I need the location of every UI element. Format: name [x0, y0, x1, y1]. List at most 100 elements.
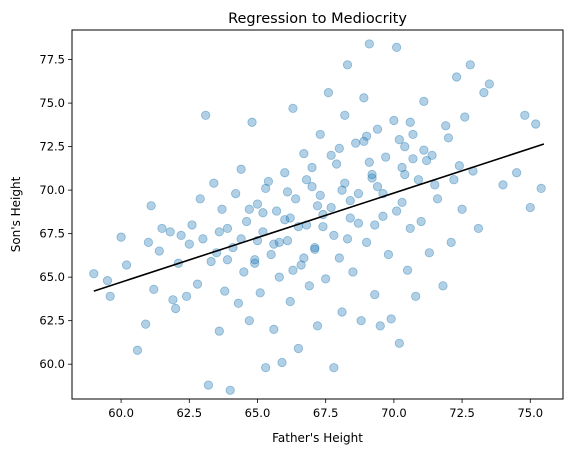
x-axis: 60.0 62.5 65.0 67.5 70.0 72.5 75.0	[108, 399, 543, 420]
scatter-point	[269, 324, 279, 334]
scatter-point	[241, 216, 252, 227]
scatter-point	[405, 223, 415, 234]
scatter-point	[271, 206, 282, 216]
scatter-point	[312, 201, 323, 211]
scatter-point	[214, 227, 224, 237]
scatter-point	[89, 269, 99, 279]
scatter-point	[364, 157, 374, 167]
y-axis-label: Son's Height	[9, 176, 23, 252]
scatter-point	[452, 72, 462, 82]
scatter-point	[141, 319, 151, 329]
scatter-point	[345, 195, 355, 206]
scatter-point	[430, 180, 440, 190]
scatter-point	[217, 204, 227, 214]
x-tick-label: 72.5	[449, 406, 475, 420]
scatter-point	[291, 194, 301, 204]
scatter-point	[432, 194, 443, 204]
scatter-point	[329, 230, 339, 240]
scatter-point	[195, 194, 205, 204]
scatter-point	[460, 112, 470, 122]
scatter-point	[220, 286, 230, 296]
scatter-point	[329, 363, 339, 373]
scatter-point	[342, 234, 353, 244]
scatter-point	[331, 159, 342, 169]
scatter-point	[143, 237, 153, 247]
scatter-point	[370, 289, 380, 300]
scatter-point	[261, 363, 271, 373]
scatter-point	[340, 110, 350, 120]
scatter-point	[457, 204, 467, 214]
scatter-point	[443, 133, 454, 143]
scatter-point	[154, 246, 164, 256]
scatter-point	[520, 110, 530, 120]
scatter-point	[184, 239, 194, 249]
scatter-point	[411, 291, 421, 301]
scatter-point	[102, 276, 113, 286]
scatter-point	[427, 150, 437, 160]
scatter-point	[342, 60, 353, 70]
scatter-point	[367, 169, 377, 180]
scatter-point	[132, 345, 143, 355]
y-tick-label: 77.5	[39, 53, 65, 67]
scatter-point	[337, 307, 347, 317]
y-tick-label: 70.0	[39, 183, 65, 197]
scatter-point	[244, 204, 254, 214]
regression-line	[93, 143, 545, 292]
scatter-point	[280, 215, 290, 225]
scatter-point	[348, 267, 358, 277]
scatter-point	[389, 115, 399, 126]
scatter-point	[225, 385, 235, 395]
scatter-point	[266, 249, 276, 260]
scatter-point	[405, 117, 415, 127]
scatter-point	[326, 150, 336, 160]
y-tick-label: 75.0	[39, 96, 65, 110]
scatter-point	[408, 129, 418, 140]
scatter-point	[531, 119, 541, 129]
scatter-point	[372, 182, 383, 192]
scatter-point	[247, 117, 257, 127]
scatter-point	[381, 152, 391, 162]
scatter-point	[400, 142, 410, 152]
scatter-point	[394, 338, 404, 348]
scatter-point	[146, 201, 156, 211]
scatter-point	[176, 230, 186, 240]
y-tick-label: 60.0	[39, 357, 65, 371]
scatter-point	[280, 168, 290, 178]
scatter-point	[310, 244, 320, 254]
scatter-point	[149, 284, 159, 294]
scatter-point	[424, 248, 434, 258]
x-tick-label: 67.5	[313, 406, 339, 420]
scatter-point	[351, 138, 361, 148]
scatter-point	[203, 380, 213, 390]
scatter-point	[307, 162, 317, 173]
scatter-point	[370, 220, 380, 230]
scatter-point	[359, 136, 369, 146]
scatter-point	[187, 220, 197, 230]
scatter-point	[375, 321, 385, 331]
x-tick-label: 65.0	[245, 406, 271, 420]
scatter-point	[334, 253, 344, 263]
scatter-point	[473, 223, 484, 234]
regression-line-group	[93, 143, 545, 292]
scatter-point	[334, 143, 344, 153]
scatter-point	[378, 211, 388, 221]
y-tick-label: 72.5	[39, 140, 65, 154]
scatter-point	[345, 213, 355, 223]
y-tick-label: 62.5	[39, 314, 65, 328]
scatter-point	[422, 155, 432, 166]
scatter-point	[326, 202, 336, 213]
scatter-point	[274, 272, 284, 282]
scatter-point	[312, 321, 323, 331]
scatter-point	[397, 197, 407, 207]
scatter-point	[512, 168, 522, 178]
scatter-point	[231, 189, 241, 199]
x-tick-label: 75.0	[517, 406, 543, 420]
scatter-point	[419, 145, 429, 155]
scatter-point	[364, 39, 374, 49]
scatter-point	[285, 213, 295, 223]
scatter-point	[307, 182, 317, 192]
scatter-point	[209, 178, 219, 188]
scatter-point	[367, 173, 377, 183]
scatter-point	[250, 255, 260, 265]
scatter-point	[361, 131, 372, 141]
